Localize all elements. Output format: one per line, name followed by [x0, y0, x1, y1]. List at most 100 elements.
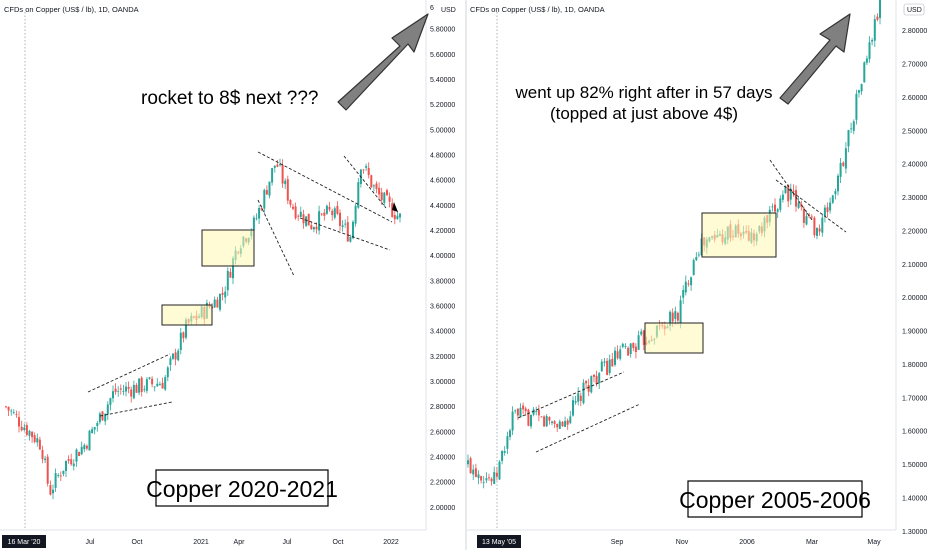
candle-body — [514, 410, 517, 412]
candle-body — [7, 406, 10, 411]
candle-body — [91, 429, 94, 433]
candles — [467, 0, 881, 489]
candle-body — [543, 416, 546, 427]
y-tick-label: 3.20000 — [430, 354, 455, 361]
candle-body — [629, 343, 632, 354]
y-tick-label: 1.90000 — [902, 329, 927, 336]
period-label: Copper 2020-2021 — [146, 476, 338, 502]
x-tick-label: 16 Mar '20 — [8, 539, 41, 546]
candle-body — [480, 476, 483, 481]
candle-body — [352, 221, 354, 239]
candle-body — [697, 254, 700, 256]
period-label: Copper 2005-2006 — [679, 487, 871, 513]
candle-body — [671, 312, 674, 322]
candle-body — [482, 481, 485, 483]
candle-body — [821, 217, 824, 233]
consolidation-box-2 — [701, 212, 777, 258]
candle-body — [676, 312, 679, 321]
flag-lower — [775, 179, 847, 233]
candle-body — [810, 216, 813, 218]
candle-body — [771, 206, 774, 208]
y-tick-label: 3.80000 — [430, 278, 455, 285]
candle-body — [556, 424, 559, 428]
channel-lower — [535, 403, 641, 453]
candle-body — [258, 208, 261, 219]
candle-body — [289, 199, 292, 205]
candle-body — [787, 184, 790, 202]
candle-body — [41, 449, 44, 460]
candle-body — [294, 206, 297, 219]
candle-body — [106, 404, 109, 415]
candle-body — [637, 335, 640, 350]
candle-body — [5, 406, 7, 408]
candle-body — [472, 469, 475, 475]
candle-body — [179, 332, 182, 350]
candle-body — [365, 166, 368, 168]
candle-body — [279, 164, 281, 166]
candle-body — [148, 377, 151, 379]
channel-upper — [517, 371, 625, 419]
candle-body — [826, 207, 829, 212]
candle-body — [474, 468, 477, 477]
candle-body — [75, 449, 78, 462]
candle-body — [36, 438, 39, 443]
candle-body — [318, 211, 321, 231]
candle-body — [611, 358, 614, 367]
candle-body — [80, 446, 83, 455]
candle-body — [375, 183, 378, 190]
candle-body — [823, 207, 826, 217]
candle-body — [868, 42, 871, 60]
candle-body — [331, 210, 334, 216]
label-box — [687, 480, 863, 518]
candle-body — [792, 190, 795, 192]
candle-body — [551, 421, 553, 423]
candle-body — [49, 485, 52, 495]
candle-body — [608, 359, 611, 373]
y-axis: 1.30000 1.40000 1.50000 1.60000 1.70000 1.800… — [902, 28, 927, 536]
y-tick-label: 1.80000 — [902, 362, 927, 369]
candle-body — [323, 212, 326, 216]
candle-body — [619, 349, 622, 359]
candle-body — [558, 421, 561, 429]
candle-body — [779, 198, 782, 210]
candle-body — [831, 195, 834, 203]
candle-body — [59, 475, 62, 477]
consolidation-box-1 — [161, 304, 213, 326]
x-tick-label: 2022 — [383, 539, 399, 546]
candle-body — [860, 84, 863, 92]
candle-body — [346, 222, 349, 242]
candle-body — [692, 260, 695, 275]
candle-body — [271, 168, 274, 183]
candle-body — [299, 211, 302, 217]
candle-body — [138, 378, 141, 393]
candle-body — [158, 384, 161, 386]
y-tick-label: 2.30000 — [902, 195, 927, 202]
candle-body — [213, 299, 216, 308]
candle-body — [490, 478, 493, 482]
wedge-lower — [257, 199, 295, 277]
y-tick-label: 1.40000 — [902, 496, 927, 503]
candle-body — [305, 216, 308, 226]
currency-badge — [903, 3, 925, 16]
candle-body — [495, 472, 498, 477]
x-tick-label: Apr — [234, 539, 246, 546]
x-tick-label: Oct — [333, 539, 344, 546]
candle-body — [177, 350, 180, 361]
candle-body — [20, 426, 23, 431]
candle-body — [151, 378, 154, 385]
candle-body — [527, 409, 530, 426]
candle-body — [341, 225, 344, 227]
candle-body — [12, 412, 15, 413]
flag-upper — [769, 159, 813, 221]
candle-body — [829, 202, 832, 211]
candle-body — [388, 196, 391, 202]
candle-body — [140, 377, 143, 392]
candle-body — [310, 225, 313, 230]
candle-body — [674, 311, 677, 319]
candle-body — [784, 186, 787, 194]
x-tick-label: 2006 — [739, 539, 755, 546]
y-tick-label: 5.00000 — [430, 127, 455, 134]
candle-body — [837, 175, 839, 192]
candle-body — [46, 456, 49, 484]
